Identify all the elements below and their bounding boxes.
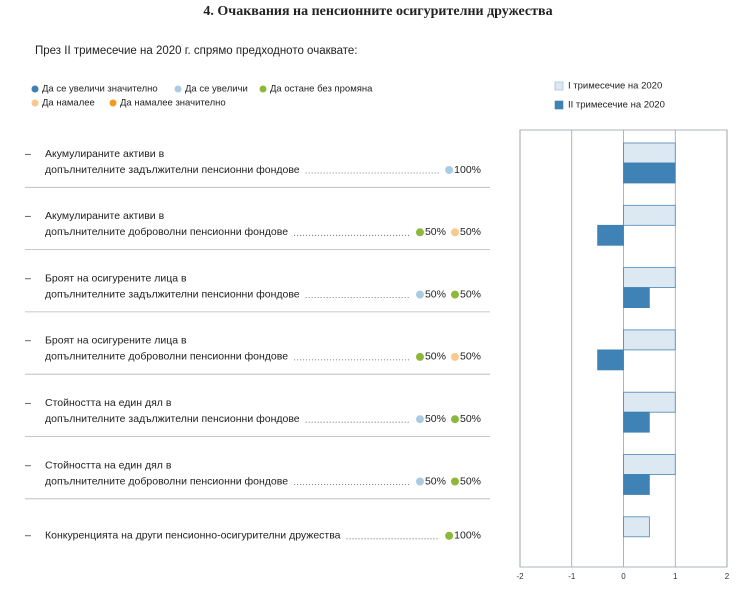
legend-swatch <box>554 100 564 110</box>
dash: – <box>25 210 31 222</box>
bar <box>623 411 650 433</box>
legend-dot <box>31 85 39 93</box>
bar <box>623 142 676 164</box>
legend-dot <box>174 85 182 93</box>
x-tick-label: 1 <box>673 572 678 581</box>
response-dot <box>450 352 459 361</box>
dash: – <box>25 530 31 542</box>
legend-label: II тримесечие на 2020 <box>568 100 665 111</box>
item-label: допълнителните задължителни пенсионни фо… <box>45 413 300 425</box>
bar <box>623 454 676 475</box>
response-dot <box>415 228 424 237</box>
x-tick-label: 2 <box>725 572 730 581</box>
response-share: 50% <box>460 351 481 363</box>
item-label: Акумулираните активи в <box>45 210 165 222</box>
response-dot <box>415 352 424 361</box>
dash: – <box>25 459 31 471</box>
item-label: допълнителните доброволни пенсионни фонд… <box>45 226 288 238</box>
bar <box>623 204 676 226</box>
response-dot <box>450 415 459 424</box>
title: 4. Очаквания на пенсионните осигурителни… <box>203 4 552 19</box>
response-dot <box>415 415 424 424</box>
response-dot <box>415 477 424 486</box>
response-dot <box>445 531 454 540</box>
response-share: 50% <box>425 413 446 425</box>
item-label: Стойността на един дял в <box>45 459 172 471</box>
legend-label: Да намалее <box>42 98 95 109</box>
bar <box>597 349 624 371</box>
dash: – <box>25 272 31 284</box>
legend-label: Да се увеличи значително <box>42 84 158 95</box>
response-dot <box>450 477 459 486</box>
legend-label: Да остане без промяна <box>270 84 373 95</box>
response-share: 50% <box>425 288 446 300</box>
x-tick-label: 0 <box>621 572 626 581</box>
item-label: Акумулираните активи в <box>45 148 165 160</box>
legend-dot <box>31 99 39 107</box>
dash: – <box>25 397 31 409</box>
bar <box>623 329 676 351</box>
item-label: допълнителните задължителни пенсионни фо… <box>45 288 300 300</box>
x-tick-label: -1 <box>568 572 576 581</box>
bar <box>623 391 676 413</box>
plot-frame <box>519 129 728 568</box>
dash: – <box>25 148 31 160</box>
item-label: допълнителните задължителни пенсионни фо… <box>45 164 300 176</box>
x-tick-label: -2 <box>516 572 524 581</box>
response-share: 50% <box>460 413 481 425</box>
response-share: 100% <box>454 164 481 176</box>
legend-label: Да се увеличи <box>185 84 248 95</box>
legend-label: Да намалее значително <box>120 98 226 109</box>
item-label: допълнителните доброволни пенсионни фонд… <box>45 351 288 363</box>
legend-label: I тримесечие на 2020 <box>568 81 662 92</box>
item-label: Броят на осигурените лица в <box>45 335 187 347</box>
item-label: Броят на осигурените лица в <box>45 272 187 284</box>
response-dot <box>445 166 454 174</box>
response-dot <box>415 290 424 299</box>
response-share: 50% <box>425 226 446 238</box>
item-label: Стойността на един дял в <box>45 397 172 409</box>
response-share: 50% <box>460 288 481 300</box>
legend-swatch <box>554 81 564 91</box>
response-share: 50% <box>460 475 481 487</box>
bar <box>623 162 676 184</box>
dash: – <box>25 335 31 347</box>
bar <box>597 224 624 246</box>
response-share: 100% <box>454 530 481 542</box>
bar <box>623 516 650 538</box>
response-share: 50% <box>460 226 481 238</box>
response-share: 50% <box>425 475 446 487</box>
response-dot <box>450 290 459 299</box>
item-label: допълнителните доброволни пенсионни фонд… <box>45 475 288 487</box>
legend-dot <box>259 85 267 93</box>
response-share: 50% <box>425 351 446 363</box>
bar <box>623 267 676 289</box>
bar <box>623 287 650 309</box>
legend-dot <box>109 99 117 107</box>
subtitle: През II тримесечие на 2020 г. спрямо пре… <box>35 45 357 57</box>
bar <box>623 474 650 495</box>
response-dot <box>450 228 459 237</box>
item-label: Конкуренцията на други пенсионно-осигури… <box>45 530 341 542</box>
